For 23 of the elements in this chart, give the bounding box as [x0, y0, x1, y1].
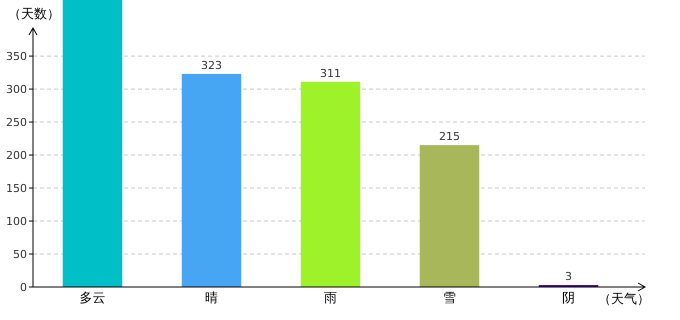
data-label: 3	[565, 270, 572, 284]
x-tick-label: 多云	[80, 291, 106, 306]
data-label: 323	[201, 58, 222, 72]
x-tick-label: 晴	[205, 291, 218, 306]
bar	[300, 82, 360, 287]
data-label: 215	[439, 130, 460, 144]
y-tick-label: 0	[20, 281, 27, 294]
y-axis-title: （天数）	[8, 7, 60, 22]
x-tick-label: 雪	[443, 291, 456, 306]
bar	[420, 145, 480, 287]
x-axis-title: （天气）	[598, 292, 650, 307]
y-tick-label: 100	[6, 215, 27, 228]
y-tick-label: 250	[6, 116, 27, 130]
y-tick-label: 300	[6, 83, 27, 96]
data-label: 311	[320, 66, 341, 80]
x-tick-label: 阴	[562, 291, 575, 306]
y-tick-label: 200	[6, 149, 27, 162]
y-tick-label: 350	[6, 50, 27, 64]
x-tick-label: 雨	[324, 291, 337, 306]
y-tick-label: 50	[13, 248, 27, 262]
bar	[182, 74, 242, 287]
y-tick-label: 150	[6, 182, 27, 196]
bar	[62, 0, 122, 287]
